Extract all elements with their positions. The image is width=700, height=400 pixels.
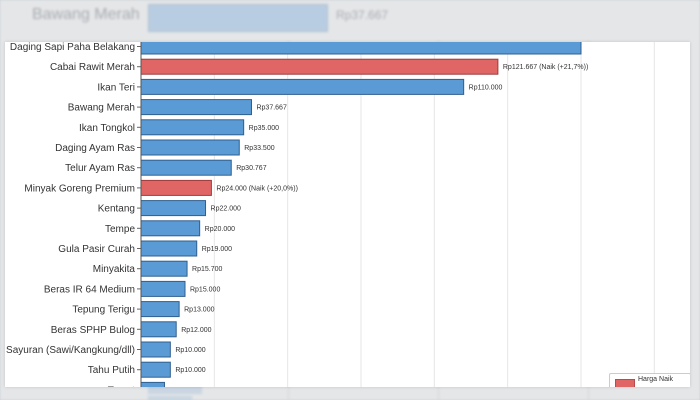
bar <box>140 280 186 297</box>
category-label: Telur Ayam Ras <box>65 163 135 174</box>
value-label: Rp35.000 <box>249 125 279 132</box>
category-label: Tepung Terigu <box>72 305 135 316</box>
bar <box>140 78 465 95</box>
category-label: Ikan Teri <box>97 82 135 93</box>
category-label: Tahu Putih <box>88 365 135 376</box>
background-bar <box>148 4 328 32</box>
bar-increase <box>140 179 212 196</box>
background-category-label: Bawang Merah <box>32 6 140 23</box>
value-label: Rp37.667 <box>256 105 286 112</box>
legend-label: Harga Naik <box>638 376 674 383</box>
value-label: Rp13.000 <box>184 307 214 314</box>
legend: Harga Naik <box>609 373 690 387</box>
value-label: Rp24.000 (Naik (+20,0%)) <box>216 185 298 192</box>
value-label: Rp12.000 <box>181 327 211 334</box>
value-label: Rp15.700 <box>192 266 222 273</box>
value-label: Rp20.000 <box>205 226 235 233</box>
bar <box>140 240 198 257</box>
bar <box>140 301 180 318</box>
bar <box>140 220 201 237</box>
bar <box>140 341 171 358</box>
background-value-label: Rp37.667 <box>336 8 389 22</box>
bar <box>140 42 582 55</box>
category-label: Minyakita <box>93 264 136 275</box>
category-label: Bawang Merah <box>68 103 135 114</box>
chart-panel: Daging Sapi Paha Belakang Cabai Rawit Mer… <box>5 42 690 387</box>
category-label: Beras SPHP Bulog <box>51 325 135 336</box>
bar <box>140 361 171 378</box>
value-label: Rp10.000 <box>175 347 205 354</box>
legend-swatch-increase <box>615 379 635 387</box>
category-label: Beras IR 64 Medium <box>44 284 135 295</box>
bar <box>140 260 188 277</box>
bar <box>140 381 165 387</box>
bar-increase <box>140 58 499 75</box>
category-label: Gula Pasir Curah <box>58 244 135 255</box>
category-label: Sayuran (Sawi/Kangkung/dll) <box>6 345 135 356</box>
bar <box>140 119 245 136</box>
bar <box>140 200 207 217</box>
category-label: Tomat <box>108 385 135 387</box>
value-label: Rp33.500 <box>244 145 274 152</box>
value-label: Rp121.667 (Naik (+21,7%)) <box>503 64 588 71</box>
category-label: Daging Ayam Ras <box>55 143 135 154</box>
value-label: Rp10.000 <box>175 367 205 374</box>
category-label: Minyak Goreng Premium <box>24 183 135 194</box>
category-label: Kentang <box>98 204 135 215</box>
category-label: Ikan Tongkol <box>79 123 135 134</box>
value-label: Rp110.000 <box>469 84 503 91</box>
value-label: Rp15.000 <box>190 286 220 293</box>
category-label: Cabai Rawit Merah <box>50 62 135 73</box>
value-label: Rp22.000 <box>211 206 241 213</box>
bar <box>140 159 232 176</box>
background-bar <box>148 396 192 400</box>
bar <box>140 99 252 116</box>
value-label: Rp30.767 <box>236 165 266 172</box>
bar <box>140 321 177 338</box>
value-label: Rp19.000 <box>202 246 232 253</box>
category-label: Tempe <box>105 224 135 235</box>
category-label: Daging Sapi Paha Belakang <box>10 42 135 53</box>
bar-chart: Daging Sapi Paha Belakang Cabai Rawit Mer… <box>6 42 655 387</box>
bar <box>140 139 240 156</box>
